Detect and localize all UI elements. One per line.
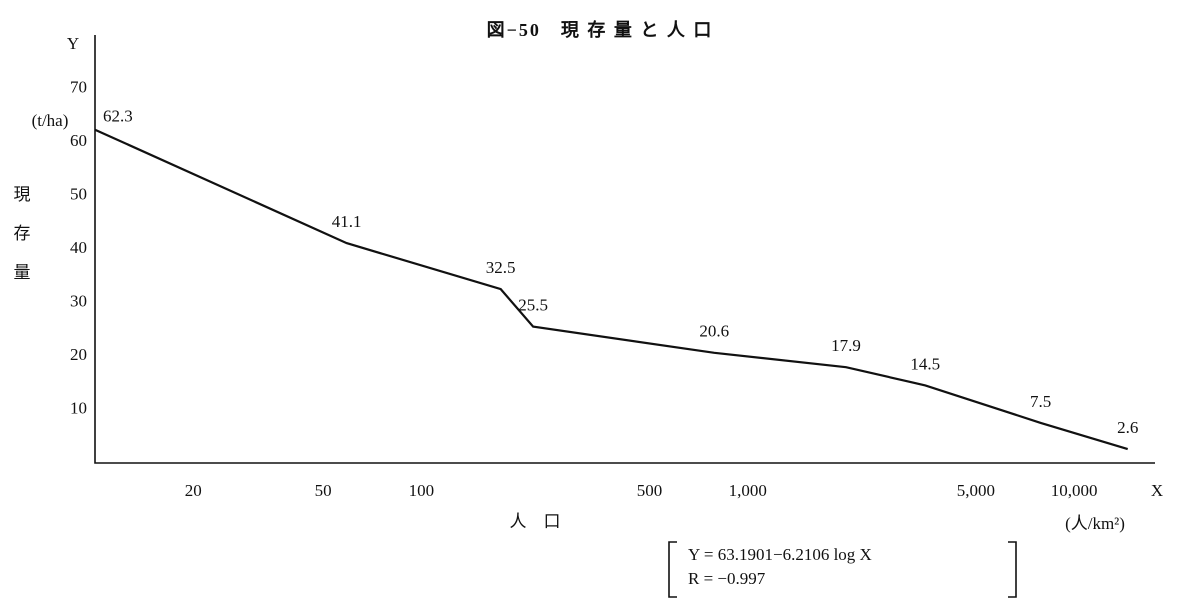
y-tick-label: 50 <box>70 184 87 203</box>
data-label: 20.6 <box>699 322 729 341</box>
x-tick-label: 20 <box>185 481 202 500</box>
data-label: 17.9 <box>831 336 861 355</box>
axes <box>94 35 1155 464</box>
y-axis-label: 現存量 <box>11 185 31 302</box>
data-label: 2.6 <box>1117 418 1138 437</box>
y-tick-label: 70 <box>70 77 87 96</box>
x-unit: (人/km²) <box>1065 514 1125 533</box>
data-label: 25.5 <box>518 295 548 314</box>
data-label: 14.5 <box>910 354 940 373</box>
x-tick-label: 5,000 <box>957 481 995 500</box>
x-tick-label: 100 <box>409 481 435 500</box>
data-label: 41.1 <box>332 212 362 231</box>
x-axis-symbol: X <box>1151 481 1163 500</box>
x-tick-label: 10,000 <box>1051 481 1098 500</box>
y-axis-symbol: Y <box>67 34 79 53</box>
y-tick-label: 10 <box>70 398 87 417</box>
y-tick-label: 30 <box>70 291 87 310</box>
y-tick-label: 60 <box>70 131 87 150</box>
formula-bracket <box>668 541 677 598</box>
data-label: 7.5 <box>1030 392 1051 411</box>
data-label: 32.5 <box>486 258 516 277</box>
data-label: 62.3 <box>103 107 133 126</box>
y-tick-label: 40 <box>70 238 87 257</box>
formula: Y = 63.1901−6.2106 log X <box>688 545 872 564</box>
data-line <box>94 128 1129 451</box>
x-tick-label: 500 <box>637 481 663 500</box>
formula-bracket <box>1008 541 1017 598</box>
x-tick-label: 1,000 <box>729 481 767 500</box>
x-axis-label: 人 口 <box>510 512 561 531</box>
x-tick-label: 50 <box>315 481 332 500</box>
chart-title: 図−50 現 存 量 と 人 口 <box>487 19 714 40</box>
formula: R = −0.997 <box>688 569 766 588</box>
y-unit: (t/ha) <box>32 111 69 130</box>
y-tick-label: 20 <box>70 345 87 364</box>
